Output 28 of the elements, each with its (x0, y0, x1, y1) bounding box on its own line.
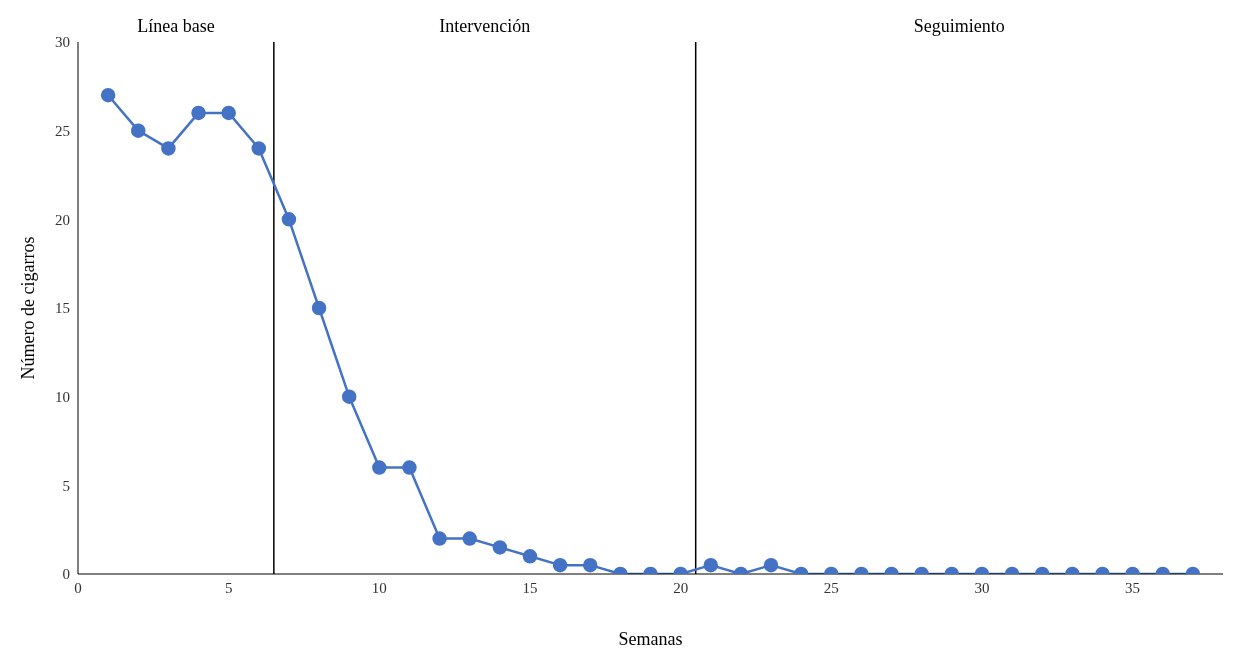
x-tick-label: 35 (1125, 579, 1141, 596)
point (191, 105, 206, 121)
y-tick-label: 10 (55, 388, 70, 405)
y-tick-label: 20 (55, 211, 70, 228)
x-axis-title: Semanas (618, 628, 683, 649)
text: Línea base (137, 16, 215, 36)
point (251, 141, 267, 156)
x-tick-label: 0 (74, 579, 82, 596)
point (161, 141, 176, 156)
x-tick-label: 5 (224, 579, 233, 596)
x-tick-label: 15 (522, 579, 538, 596)
y-tick-label: 0 (62, 566, 70, 583)
point (311, 300, 327, 316)
point (100, 87, 116, 103)
text: Intervención (439, 16, 531, 36)
y-tick-label: 30 (55, 34, 70, 51)
x-tick-label: 20 (673, 579, 689, 596)
point (281, 212, 297, 227)
x-tick-label: 25 (823, 579, 839, 596)
point (221, 105, 236, 121)
point (131, 123, 146, 138)
y-axis-title: Número de cigarros (18, 236, 39, 380)
x-tick-label: 10 (371, 579, 387, 596)
x-tick-label: 30 (974, 579, 990, 596)
text: Seguimiento (913, 16, 1005, 36)
y-tick-label: 25 (55, 122, 70, 139)
y-tick-label: 5 (62, 477, 70, 494)
y-tick-label: 15 (55, 300, 70, 317)
